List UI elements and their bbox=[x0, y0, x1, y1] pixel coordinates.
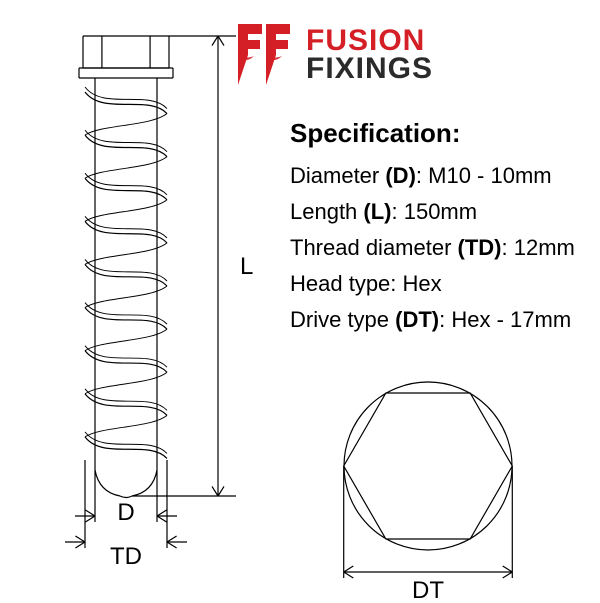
spec-title: Specification: bbox=[290, 118, 575, 149]
svg-text:D: D bbox=[117, 499, 134, 526]
svg-text:L: L bbox=[240, 253, 253, 280]
spec-row: Diameter (D): M10 - 10mm bbox=[290, 163, 575, 189]
spec-row: Thread diameter (TD): 12mm bbox=[290, 235, 575, 261]
spec-row: Length (L): 150mm bbox=[290, 199, 575, 225]
svg-text:DT: DT bbox=[412, 577, 444, 598]
screw-side-diagram: L D TD bbox=[48, 30, 268, 595]
specification-block: Specification: Diameter (D): M10 - 10mm L… bbox=[290, 118, 575, 343]
svg-text:TD: TD bbox=[110, 543, 142, 570]
brand-line2: FIXINGS bbox=[306, 54, 433, 84]
hex-head-diagram: DT bbox=[298, 378, 558, 603]
brand-text: FUSION FIXINGS bbox=[306, 26, 433, 84]
spec-row: Head type: Hex bbox=[290, 271, 575, 297]
spec-row: Drive type (DT): Hex - 17mm bbox=[290, 307, 575, 333]
